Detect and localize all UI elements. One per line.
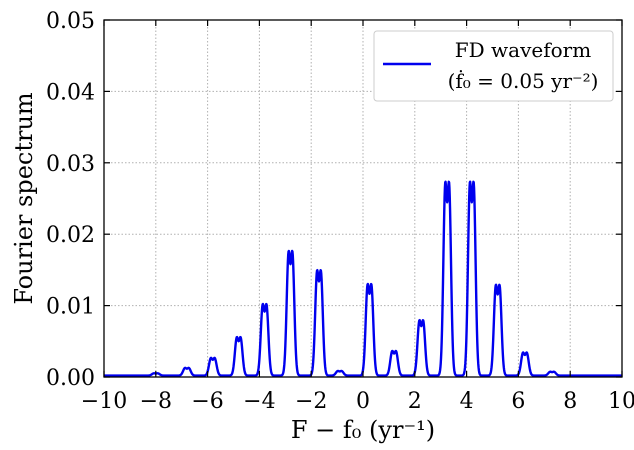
y-tick-label: 0.00 <box>46 366 95 391</box>
x-tick-label: 0 <box>356 389 370 414</box>
legend-label: FD waveform <box>455 38 591 62</box>
x-tick-label: −8 <box>140 389 172 414</box>
y-tick-label: 0.03 <box>46 152 95 177</box>
x-tick-label: −10 <box>81 389 127 414</box>
y-tick-label: 0.05 <box>46 9 95 34</box>
x-tick-label: 10 <box>608 389 634 414</box>
y-tick-label: 0.02 <box>46 223 95 248</box>
x-tick-label: −2 <box>295 389 327 414</box>
y-tick-label: 0.04 <box>46 80 95 105</box>
x-tick-label: 2 <box>408 389 422 414</box>
x-tick-label: 6 <box>511 389 525 414</box>
x-tick-label: −6 <box>191 389 223 414</box>
ticks: −10 −8 −6 −4 −2 0 2 4 6 8 10 0.00 0.01 0.02 0.03 0.04 0.… <box>46 9 634 414</box>
legend: FD waveform (ḟ₀ = 0.05 yr⁻²) <box>373 30 614 102</box>
x-axis-label: F − f₀ (yr⁻¹) <box>291 416 435 444</box>
legend-sublabel: (ḟ₀ = 0.05 yr⁻²) <box>448 69 599 93</box>
legend-box <box>373 30 614 102</box>
x-tick-label: 8 <box>563 389 577 414</box>
series-line <box>103 180 623 377</box>
y-tick-label: 0.01 <box>46 295 95 320</box>
y-axis-label: Fourier spectrum <box>10 92 38 305</box>
x-tick-label: 4 <box>460 389 474 414</box>
x-tick-label: −4 <box>243 389 275 414</box>
series-layer <box>103 180 623 377</box>
